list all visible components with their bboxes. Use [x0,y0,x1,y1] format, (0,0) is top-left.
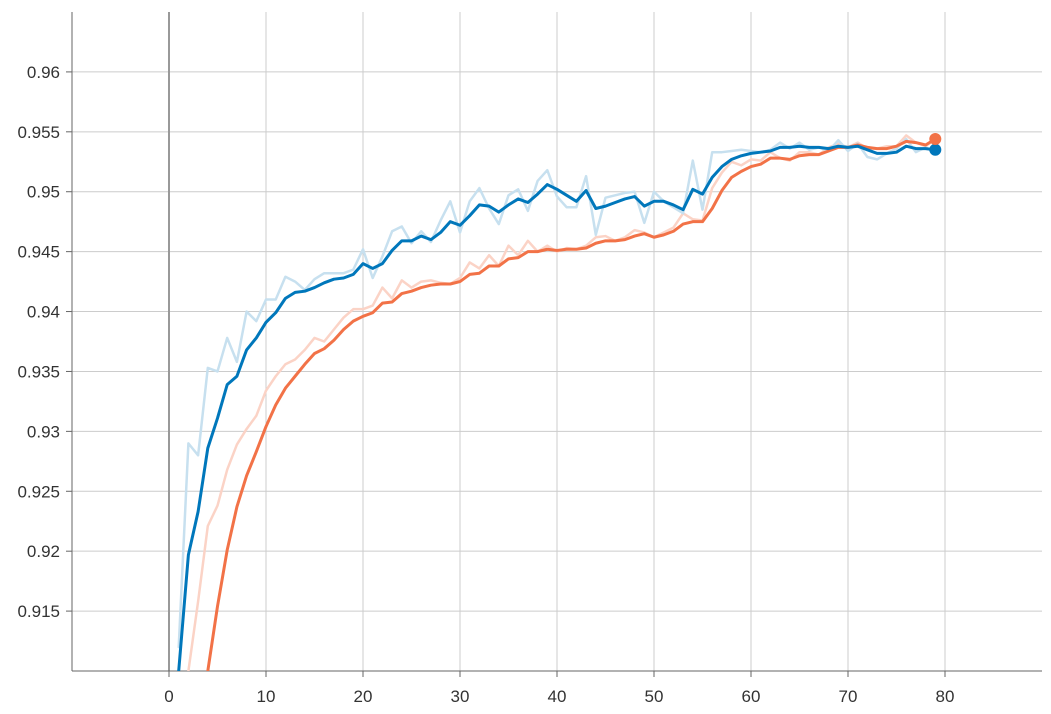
y-tick-label: 0.94 [27,303,60,322]
y-tick-label: 0.945 [17,243,60,262]
x-tick-label: 80 [936,687,955,706]
y-tick-label: 0.96 [27,63,60,82]
x-tick-label: 10 [257,687,276,706]
axes [66,12,1042,677]
y-tick-label: 0.92 [27,542,60,561]
grid [72,12,1042,671]
series-line-0 [177,144,937,671]
end-markers [929,133,942,156]
x-tick-label: 70 [839,687,858,706]
x-tick-label: 50 [645,687,664,706]
y-tick-label: 0.935 [17,362,60,381]
y-tick-label: 0.925 [17,482,60,501]
x-tick-label: 60 [742,687,761,706]
series [177,134,937,671]
y-tick-label: 0.93 [27,422,60,441]
series-end-marker-1 [929,133,942,146]
x-tick-label: 0 [164,687,173,706]
x-tick-label: 30 [451,687,470,706]
y-tick-label: 0.95 [27,183,60,202]
series-line-1 [206,137,937,671]
x-tick-label: 40 [548,687,567,706]
tick-labels: 0.915 0.92 0.925 0.93 0.935 0.94 0.945 0.95 0.95… [17,63,954,706]
y-tick-label: 0.955 [17,123,60,142]
y-tick-label: 0.915 [17,602,60,621]
x-tick-label: 20 [354,687,373,706]
series-raw-line-secondary-0 [187,134,937,671]
series-end-marker-0 [929,143,942,156]
